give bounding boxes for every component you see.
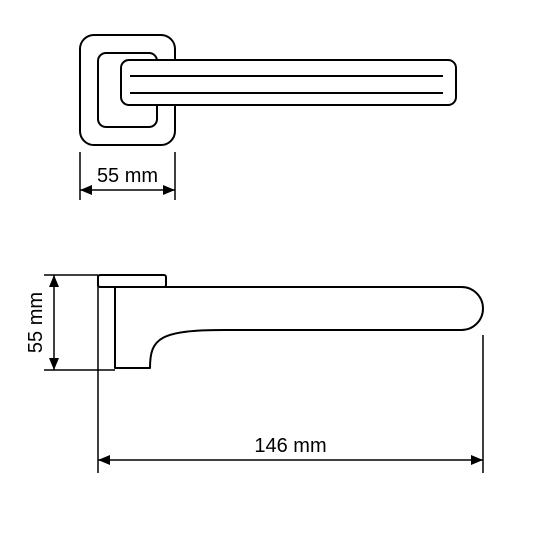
technical-drawing: 55 mm 55 mm 146 mm — [0, 0, 551, 551]
dim-length-bottom-label: 146 mm — [254, 435, 326, 457]
dim-height-side-label: 55 mm — [25, 292, 47, 353]
dim-width-top-label: 55 mm — [97, 165, 158, 187]
